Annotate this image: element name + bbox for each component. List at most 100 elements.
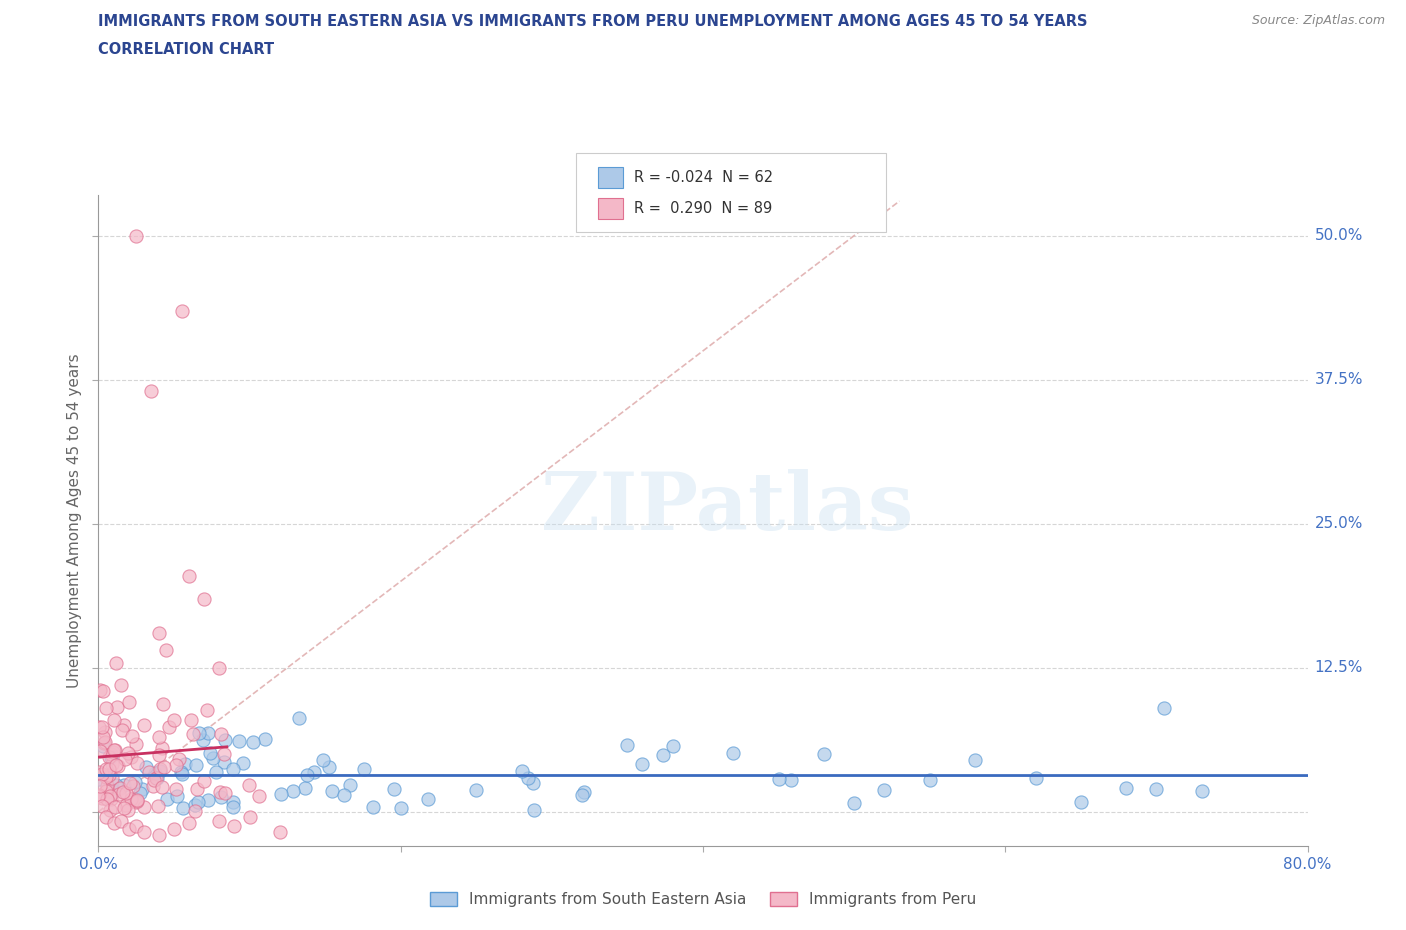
Point [91,719,114,734]
Point [195,703,218,718]
Point [184,798,207,813]
Point [339,777,361,792]
Point [232,756,254,771]
Point [125,795,148,810]
Text: R = -0.024  N = 62: R = -0.024 N = 62 [634,170,773,185]
Point [184,804,207,819]
Point [186,782,208,797]
Point [522,776,544,790]
Point [163,712,186,727]
Point [155,643,177,658]
Point [167,751,190,766]
Point [572,784,595,799]
Point [100,750,122,764]
Point [150,740,173,755]
Point [166,789,188,804]
Point [318,759,340,774]
Point [122,778,145,793]
Point [118,776,141,790]
Point [165,757,187,772]
Point [148,626,170,641]
Point [89,683,111,698]
Text: IMMIGRANTS FROM SOUTH EASTERN ASIA VS IMMIGRANTS FROM PERU UNEMPLOYMENT AMONG AG: IMMIGRANTS FROM SOUTH EASTERN ASIA VS IM… [98,14,1088,29]
Point [96,783,118,798]
Point [112,777,135,792]
Point [148,729,170,744]
Point [201,751,224,765]
Point [148,828,170,843]
Point [100,771,122,786]
Text: 50.0%: 50.0% [1315,228,1362,243]
Point [163,821,186,836]
Point [873,783,896,798]
Y-axis label: Unemployment Among Ages 45 to 54 years: Unemployment Among Ages 45 to 54 years [66,353,82,688]
Point [382,782,405,797]
Point [118,695,141,710]
Point [1070,795,1092,810]
Point [208,814,231,829]
Point [143,773,166,788]
Point [311,753,333,768]
Point [110,780,132,795]
Point [165,781,187,796]
Text: 25.0%: 25.0% [1315,516,1362,531]
Point [228,734,250,749]
Point [87,772,110,787]
Point [187,794,209,809]
Point [107,759,129,774]
Point [616,737,638,752]
Point [94,700,117,715]
Point [242,735,264,750]
Point [361,799,384,814]
Point [117,745,139,760]
Point [97,784,120,799]
Point [150,779,173,794]
Point [1144,782,1167,797]
Text: R =  0.290  N = 89: R = 0.290 N = 89 [634,201,772,216]
Point [91,738,114,753]
Text: ZIPatlas: ZIPatlas [541,469,914,547]
Point [103,742,125,757]
Point [104,777,127,792]
Point [103,744,125,759]
Point [121,728,143,743]
Point [89,788,111,803]
Point [222,762,245,777]
Point [170,764,193,779]
Point [209,789,232,804]
Point [517,770,540,785]
Point [295,767,318,782]
Point [114,751,136,766]
Point [125,818,148,833]
Point [170,303,193,318]
Point [105,700,128,715]
Point [1153,700,1175,715]
Point [107,787,129,802]
Point [281,784,304,799]
Point [143,766,166,781]
Point [110,814,132,829]
Point [212,754,235,769]
Point [214,786,236,801]
Point [253,731,276,746]
Point [197,792,219,807]
Point [181,726,204,741]
Point [269,825,291,840]
Point [148,798,170,813]
Point [135,760,157,775]
Point [813,746,835,761]
Point [224,818,246,833]
Point [94,810,117,825]
Point [98,750,121,764]
Point [149,764,172,778]
Point [172,801,194,816]
Point [115,797,138,812]
Point [132,799,155,814]
Point [104,758,127,773]
Point [721,746,744,761]
Point [94,735,117,750]
Point [174,757,197,772]
Point [510,764,533,778]
Point [93,736,115,751]
Point [209,785,232,800]
